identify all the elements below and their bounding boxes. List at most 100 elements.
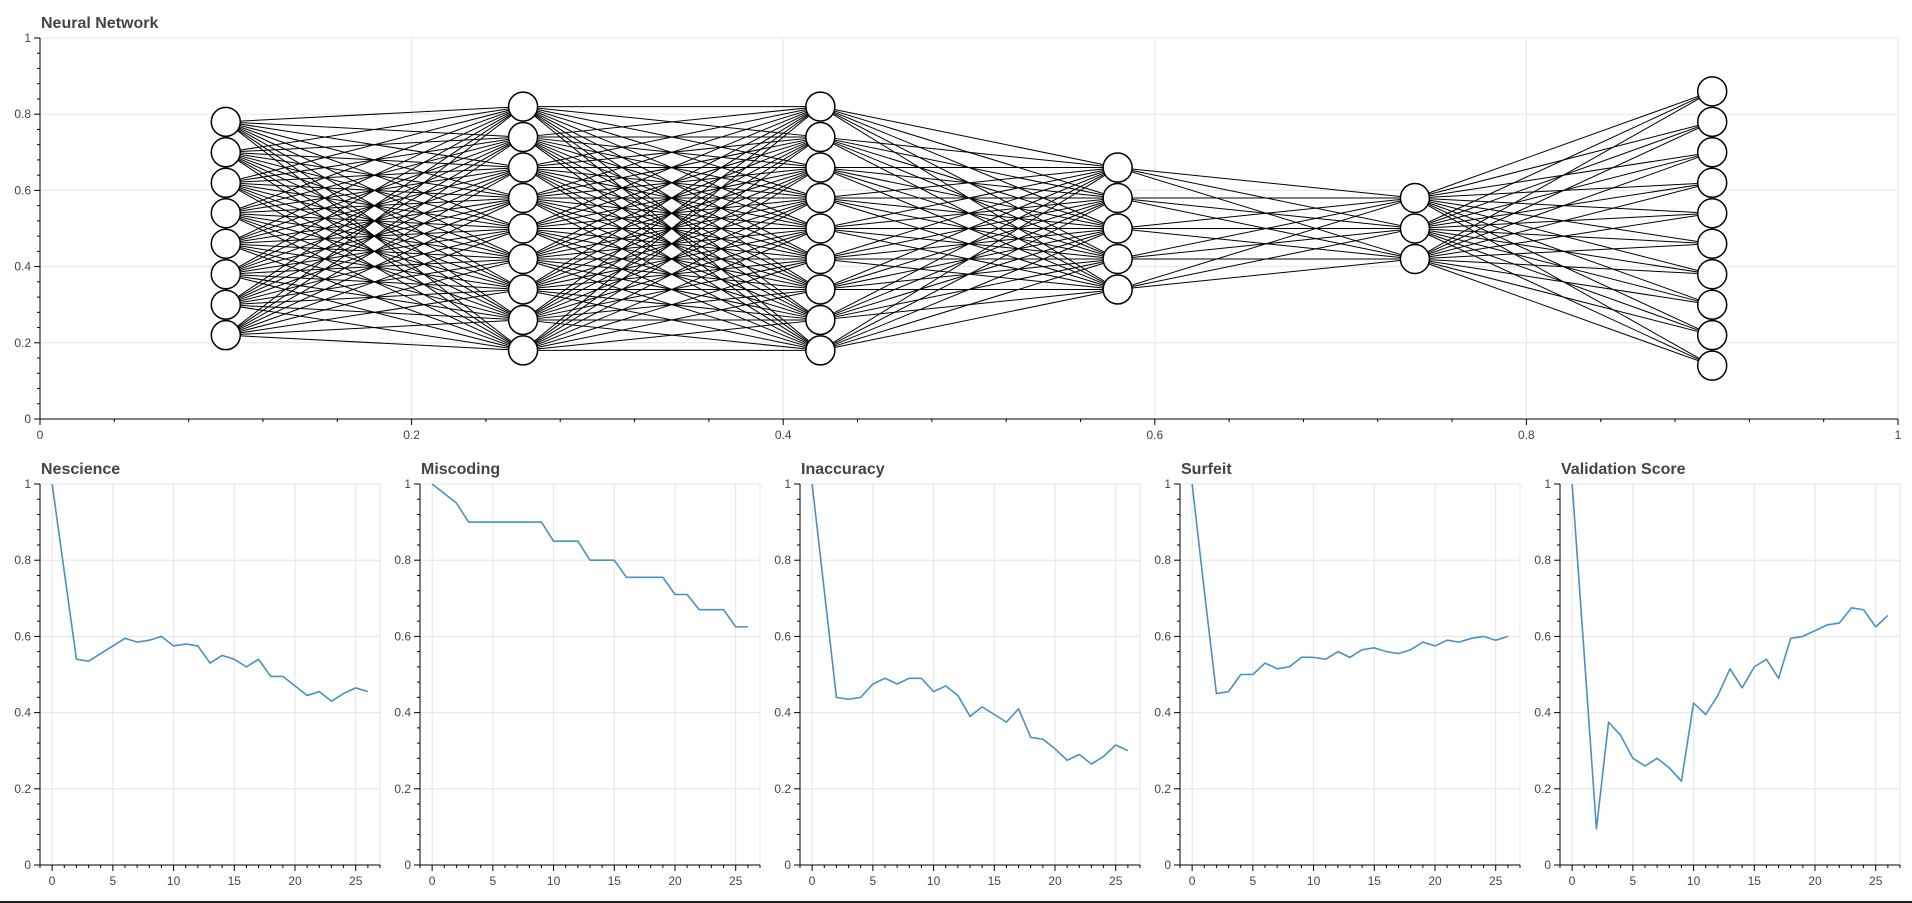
x-tick-label: 10 [167,874,181,888]
network-node [1102,182,1133,214]
chart-title: Neural Network [41,15,158,32]
x-tick-label: 10 [1307,874,1321,888]
x-tick-label: 0 [809,874,816,888]
network-edge [225,258,524,336]
network-edge [1414,243,1713,260]
network-edge [523,319,821,351]
network-edge [225,228,524,336]
network-edge [225,167,524,336]
network-edge [225,106,524,306]
y-tick-label: 0.6 [774,629,791,643]
x-tick-label: 0 [37,428,44,442]
x-tick-label: 25 [729,874,743,888]
network-edge [820,167,1118,321]
network-edge [1117,197,1415,229]
x-tick-label: 25 [1869,874,1883,888]
network-edge [522,136,821,351]
x-tick-label: 0 [1189,874,1196,888]
network-node [805,121,836,153]
y-tick-label: 0.6 [394,629,411,643]
network-node [507,121,539,153]
chart-title: Nescience [41,461,120,478]
network-edge [820,167,1118,199]
y-tick-label: 0 [404,858,411,872]
x-tick-label: 10 [927,874,941,888]
network-node [1696,167,1728,199]
network-node [507,152,539,183]
network-node [1399,213,1431,244]
y-tick-label: 0.6 [1534,629,1551,643]
y-tick-label: 0.2 [394,782,411,796]
network-node [507,182,539,214]
network-edge [1414,258,1713,336]
network-node [1696,258,1728,290]
y-tick-label: 0.4 [394,706,411,720]
network-edge [820,136,1118,169]
network-edge [225,106,524,184]
network-node [805,152,836,183]
chart-title: Validation Score [1561,461,1686,478]
x-tick-label: 5 [1630,874,1637,888]
y-tick-label: 0.2 [774,782,791,796]
network-edge [225,197,524,336]
network-edge [820,228,1118,351]
network-node [1102,213,1133,244]
network-edge [1414,151,1713,260]
network-edge [820,167,1118,290]
plot-frame [39,483,381,866]
y-tick-label: 1 [1544,477,1551,491]
y-tick-label: 0 [784,858,791,872]
network-edge [225,136,524,336]
series-points [432,484,748,627]
y-tick-label: 0.2 [14,782,31,796]
y-tick-label: 1 [24,477,31,491]
network-edge [225,106,524,275]
network-layer-1 [210,106,242,351]
x-tick-label: 5 [110,874,117,888]
y-tick-label: 0.4 [1534,706,1551,720]
x-tick-label: 15 [988,874,1002,888]
network-edge [1117,228,1416,290]
network-edge [1117,167,1415,199]
series-line [431,483,748,628]
network-edge [820,288,1118,351]
x-tick-label: 15 [608,874,622,888]
network-edge [1414,90,1713,260]
network-node [507,243,539,275]
network-node [1102,274,1133,305]
y-tick-label: 0.2 [1154,782,1171,796]
y-tick-label: 0.8 [774,553,791,567]
network-edge [1117,258,1415,290]
network-edge [225,106,524,123]
network-edge [522,228,821,351]
network-edge [522,197,821,351]
network-node [507,274,539,305]
x-tick-label: 0 [429,874,436,888]
network-node [210,228,242,259]
x-tick-label: 25 [1109,874,1123,888]
x-tick-label: 0 [49,874,56,888]
network-node [805,182,836,214]
y-tick-label: 0 [24,412,31,426]
chart-title: Surfeit [1181,461,1232,478]
y-tick-label: 0.8 [394,553,411,567]
network-node [210,167,242,199]
series-points [1572,484,1888,829]
y-tick-label: 0.4 [774,706,791,720]
plot-frame [799,483,1141,866]
network-edge [523,106,821,138]
network-node [1399,182,1431,214]
network-node [507,304,539,336]
y-tick-label: 0.8 [1154,553,1171,567]
y-tick-label: 0 [1544,858,1551,872]
network-node [1696,289,1728,320]
x-tick-label: 0.4 [775,428,792,442]
x-tick-label: 0 [1569,874,1576,888]
network-edge [522,106,821,321]
network-node [1696,76,1728,107]
network-edge [1414,90,1713,199]
x-tick-label: 20 [1048,874,1062,888]
network-edge [820,197,1118,351]
network-edge [225,319,524,336]
